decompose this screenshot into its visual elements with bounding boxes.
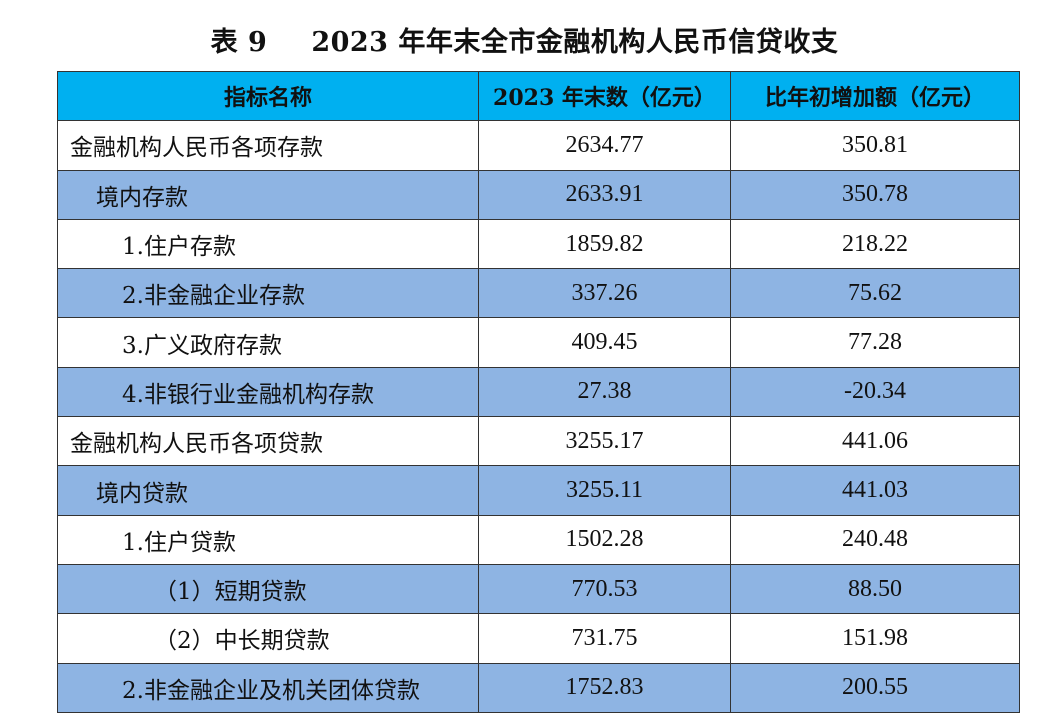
table-title-text: 2023 年年末全市金融机构人民币信贷收支 — [311, 26, 839, 58]
row-increase: 441.03 — [731, 466, 1020, 516]
row-name: 境内贷款 — [58, 466, 479, 516]
row-name: 金融机构人民币各项贷款 — [58, 417, 479, 467]
row-increase: 88.50 — [731, 564, 1020, 615]
row-name: （2）中长期贷款 — [58, 614, 479, 664]
row-value: 3255.17 — [479, 417, 731, 467]
table-row: 1.住户贷款 1502.28 240.48 — [58, 515, 1020, 565]
table-row: （1）短期贷款 770.53 88.50 — [58, 564, 1020, 615]
table-row: 4.非银行业金融机构存款 27.38 -20.34 — [58, 367, 1020, 418]
table-row: 2.非金融企业及机关团体贷款 1752.83 200.55 — [58, 663, 1020, 713]
row-name: 金融机构人民币各项存款 — [58, 121, 479, 171]
table-row: 2.非金融企业存款 337.26 75.62 — [58, 269, 1020, 319]
row-value: 731.75 — [479, 614, 731, 664]
row-increase: 151.98 — [731, 614, 1020, 664]
row-value: 2634.77 — [479, 121, 731, 171]
row-value: 1502.28 — [479, 515, 731, 565]
row-name: 1.住户存款 — [58, 219, 479, 270]
credit-table: 指标名称 2023 年末数（亿元） 比年初增加额（亿元） 金融机构人民币各项存款… — [57, 71, 1020, 713]
row-increase: 441.06 — [731, 417, 1020, 467]
row-increase: 350.78 — [731, 170, 1020, 220]
header-indicator-name: 指标名称 — [58, 72, 479, 122]
table-row: 境内存款 2633.91 350.78 — [58, 170, 1020, 220]
row-value: 337.26 — [479, 269, 731, 319]
row-value: 1752.83 — [479, 663, 731, 713]
row-value: 1859.82 — [479, 219, 731, 270]
row-name: 2.非金融企业存款 — [58, 269, 479, 319]
table-number: 表 9 — [210, 26, 268, 58]
table-header-row: 指标名称 2023 年末数（亿元） 比年初增加额（亿元） — [58, 72, 1020, 122]
row-increase: 240.48 — [731, 515, 1020, 565]
table-row: 3.广义政府存款 409.45 77.28 — [58, 318, 1020, 368]
header-increase: 比年初增加额（亿元） — [731, 72, 1020, 122]
row-name: 4.非银行业金融机构存款 — [58, 367, 479, 418]
header-year-end-value: 2023 年末数（亿元） — [479, 72, 731, 122]
row-increase: 200.55 — [731, 663, 1020, 713]
row-increase: 75.62 — [731, 269, 1020, 319]
row-increase: 77.28 — [731, 318, 1020, 368]
row-value: 27.38 — [479, 367, 731, 418]
table-title: 表 9 2023 年年末全市金融机构人民币信贷收支 — [0, 14, 1049, 64]
row-increase: 350.81 — [731, 121, 1020, 171]
row-increase: -20.34 — [731, 367, 1020, 418]
table-row: 1.住户存款 1859.82 218.22 — [58, 219, 1020, 270]
row-name: （1）短期贷款 — [58, 564, 479, 615]
row-name: 3.广义政府存款 — [58, 318, 479, 368]
row-name: 2.非金融企业及机关团体贷款 — [58, 663, 479, 713]
row-name: 1.住户贷款 — [58, 515, 479, 565]
table-row: 境内贷款 3255.11 441.03 — [58, 466, 1020, 516]
row-value: 2633.91 — [479, 170, 731, 220]
table-row: 金融机构人民币各项贷款 3255.17 441.06 — [58, 417, 1020, 467]
row-increase: 218.22 — [731, 219, 1020, 270]
row-value: 770.53 — [479, 564, 731, 615]
table-row: （2）中长期贷款 731.75 151.98 — [58, 614, 1020, 664]
row-value: 409.45 — [479, 318, 731, 368]
row-value: 3255.11 — [479, 466, 731, 516]
table-row: 金融机构人民币各项存款 2634.77 350.81 — [58, 121, 1020, 171]
row-name: 境内存款 — [58, 170, 479, 220]
